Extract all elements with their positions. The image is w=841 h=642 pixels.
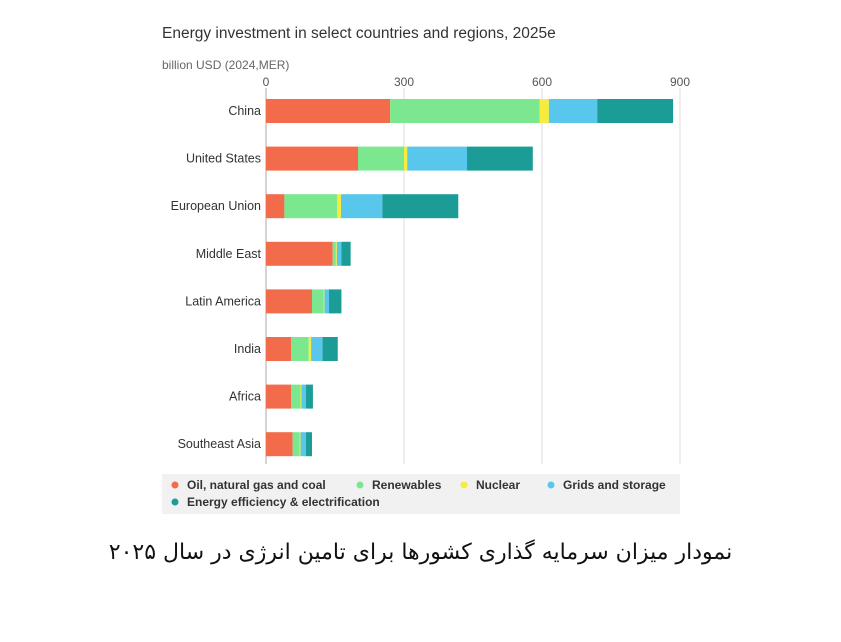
bar-segment: [311, 337, 323, 361]
x-tick-label: 0: [263, 75, 270, 89]
chart: Energy investment in select countries an…: [162, 25, 691, 514]
bar-segment: [284, 194, 338, 219]
bar-segment: [404, 146, 408, 171]
gridlines: [265, 88, 681, 464]
legend-swatch: [171, 498, 179, 506]
category-label: Africa: [229, 390, 261, 404]
bar-segment: [337, 194, 341, 219]
legend-entry: Grids and storage: [563, 478, 666, 492]
bar-segment: [301, 384, 307, 409]
bar-segment: [266, 99, 391, 123]
caption: نمودار میزان سرمایه گذاری کشورها برای تا…: [108, 540, 733, 565]
bar-segment: [332, 241, 336, 266]
category-label: India: [234, 342, 261, 356]
category-label: European Union: [171, 199, 261, 213]
bar-segment: [382, 194, 459, 219]
bar-segment: [548, 99, 598, 123]
bar-segment: [300, 384, 302, 409]
bar-segment: [312, 289, 324, 314]
bar-segment: [390, 99, 540, 123]
bar-segment: [335, 241, 337, 266]
x-axis-ticks: 0 300 600 900: [263, 75, 691, 89]
bar-segment: [341, 241, 351, 266]
bar-segment: [306, 384, 313, 409]
bar-segment: [336, 241, 342, 266]
bar-segment: [308, 337, 312, 361]
legend-swatch: [547, 481, 555, 489]
legend-entry: Energy efficiency & electrification: [187, 495, 380, 509]
bar-segment: [329, 289, 342, 314]
bar-segment: [266, 194, 285, 219]
bar-segment: [266, 241, 333, 266]
legend-box: [162, 474, 680, 514]
bar-segment: [266, 432, 293, 457]
bar-segment: [322, 337, 338, 361]
category-label: Middle East: [196, 247, 262, 261]
category-label: China: [228, 104, 261, 118]
bar-segment: [266, 384, 292, 409]
category-label: United States: [186, 152, 261, 166]
legend-entry: Renewables: [372, 478, 442, 492]
bar-segment: [266, 337, 292, 361]
bars: [266, 99, 674, 457]
category-label: Southeast Asia: [178, 437, 261, 451]
bar-segment: [407, 146, 468, 171]
legend-swatch: [460, 481, 468, 489]
bar-segment: [340, 194, 383, 219]
category-labels: China United States European Union Middle E…: [171, 104, 262, 451]
x-tick-label: 900: [670, 75, 690, 89]
bar-segment: [539, 99, 549, 123]
legend-swatch: [171, 481, 179, 489]
category-label: Latin America: [185, 294, 261, 308]
bar-segment: [266, 146, 358, 171]
bar-segment: [299, 432, 301, 457]
legend-swatch: [356, 481, 364, 489]
legend: Oil, natural gas and coal Renewables Nucle…: [171, 478, 666, 509]
bar-segment: [324, 289, 330, 314]
bar-segment: [291, 384, 301, 409]
bar-segment: [292, 432, 300, 457]
bar-segment: [323, 289, 325, 314]
x-tick-label: 600: [532, 75, 552, 89]
chart-title: Energy investment in select countries an…: [162, 25, 556, 42]
bar-segment: [597, 99, 674, 123]
units-label: billion USD (2024,MER): [162, 58, 289, 72]
legend-entry: Nuclear: [476, 478, 520, 492]
bar-segment: [467, 146, 533, 171]
bar-segment: [306, 432, 312, 457]
bar-segment: [266, 289, 312, 314]
bar-segment: [300, 432, 307, 457]
legend-entry: Oil, natural gas and coal: [187, 478, 326, 492]
bar-segment: [358, 146, 404, 171]
bar-segment: [291, 337, 309, 361]
x-tick-label: 300: [394, 75, 414, 89]
